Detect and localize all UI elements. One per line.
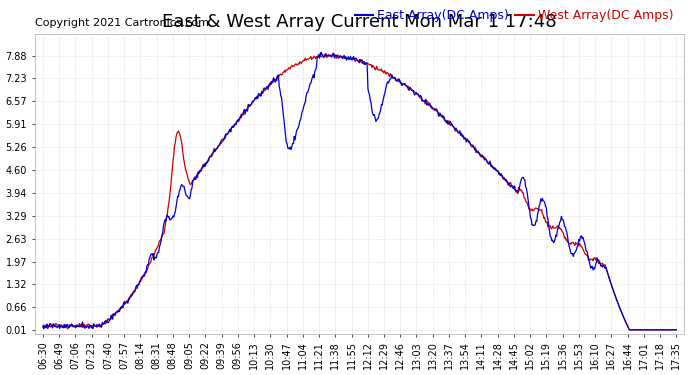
Legend: East Array(DC Amps), West Array(DC Amps): East Array(DC Amps), West Array(DC Amps) — [350, 4, 678, 27]
Title: East & West Array Current Mon Mar 1 17:48: East & West Array Current Mon Mar 1 17:4… — [162, 13, 557, 31]
Text: Copyright 2021 Cartronics.com: Copyright 2021 Cartronics.com — [34, 18, 209, 28]
